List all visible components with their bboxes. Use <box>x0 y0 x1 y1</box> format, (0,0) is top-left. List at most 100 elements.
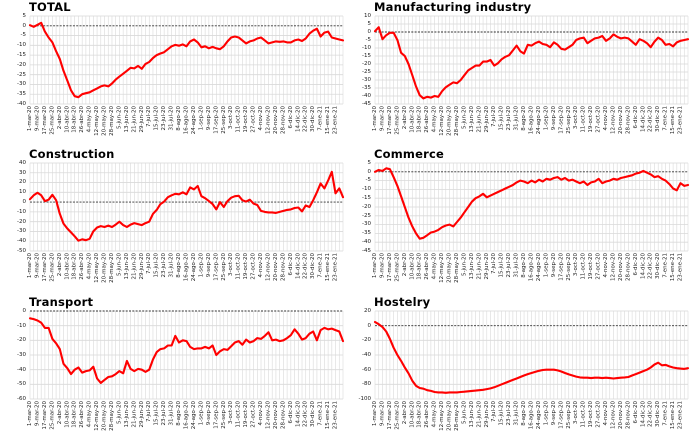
x-tick-label: 30-dic-20 <box>310 253 317 280</box>
x-tick-label: 4-nov-20 <box>258 106 264 131</box>
x-tick-label: 18-abr-20 <box>71 253 78 280</box>
x-tick-label: 26-abr-20 <box>79 253 86 280</box>
x-tick-label: 28-may-20 <box>109 106 115 136</box>
x-tick-label: 18-abr-20 <box>71 106 78 133</box>
x-tick-label: 29-jun-20 <box>483 106 490 133</box>
x-tick-label: 8-ago-20 <box>521 401 527 426</box>
x-tick-label: 21-jun-20 <box>476 253 483 280</box>
x-tick-label: 23-ene-21 <box>332 401 339 430</box>
series-line <box>373 320 690 394</box>
x-tick-label: 2-abr-20 <box>401 253 408 277</box>
x-tick-label: 28-may-20 <box>109 253 115 283</box>
x-tick-label: 12-may-20 <box>94 253 101 283</box>
y-tick-label: -30 <box>362 76 371 83</box>
line-plot <box>373 15 690 105</box>
x-tick-label: 8-ago-20 <box>521 106 527 131</box>
x-tick-label: 31-jul-20 <box>513 106 520 131</box>
x-tick-label: 9-sep-20 <box>205 401 212 426</box>
series-line <box>28 317 345 384</box>
x-tick-label: 17-mar-20 <box>41 401 48 430</box>
x-tick-label: 4-nov-20 <box>258 401 264 426</box>
x-tick-label: 24-ago-20 <box>191 401 197 430</box>
y-tick-label: -10 <box>362 186 371 193</box>
x-tick-label: 1-mar-20 <box>27 253 33 279</box>
x-tick-label: 12-nov-20 <box>610 401 617 429</box>
y-tick-label: -5 <box>365 177 371 184</box>
x-tick-label: 16-ago-20 <box>183 253 190 282</box>
y-tick-label: 40 <box>19 159 26 166</box>
line-plot <box>28 15 345 105</box>
x-tick-label: 4-may-20 <box>431 253 438 280</box>
x-tick-label: 12-nov-20 <box>610 106 617 134</box>
horizontal-gridlines <box>375 310 688 400</box>
x-tick-label: 4-may-20 <box>86 253 93 280</box>
y-tick-label: -35 <box>362 230 371 237</box>
x-tick-label: 9-sep-20 <box>550 401 557 426</box>
vertical-gridlines <box>374 16 689 104</box>
x-tick-label: 2-abr-20 <box>56 106 63 130</box>
y-tick-label: -40 <box>362 239 371 245</box>
x-tick-label: 12-may-20 <box>94 401 101 431</box>
x-tick-label: 2-abr-20 <box>401 401 408 425</box>
y-tick-label: -40 <box>17 238 26 244</box>
x-tick-label: 4-nov-20 <box>603 253 609 278</box>
x-tick-label: 23-ene-21 <box>677 106 684 135</box>
x-tick-label: 12-may-20 <box>439 106 446 136</box>
x-tick-label: 16-ago-20 <box>183 401 190 430</box>
x-tick-label: 1-sep-20 <box>543 253 550 278</box>
y-tick-label: -60 <box>17 395 26 402</box>
x-tick-label: 20-nov-20 <box>617 253 624 281</box>
x-tick-label: 12-nov-20 <box>265 253 272 281</box>
x-tick-label: 16-ago-20 <box>528 106 535 135</box>
line-plot <box>28 162 345 252</box>
chart-panel-hostelry: Hostelry 20 0 -20 -40 -60 -80 -100 1-mar-20 9-m… <box>345 295 690 443</box>
horizontal-gridlines <box>30 325 343 400</box>
x-tick-label: 25-mar-20 <box>394 401 401 430</box>
x-tick-label: 11-oct-20 <box>235 106 242 133</box>
x-tick-label: 1-mar-20 <box>372 253 378 279</box>
y-tick-label: -30 <box>362 221 371 228</box>
x-tick-label: 7-jul-20 <box>146 401 153 423</box>
x-tick-label: 28-nov-20 <box>625 253 632 281</box>
y-tick-label: -20 <box>362 203 371 210</box>
x-tick-label: 10-abr-20 <box>64 106 71 133</box>
y-tick-label: -30 <box>17 351 26 358</box>
x-tick-label: 15-ene-21 <box>325 401 332 430</box>
x-tick-label: 12-may-20 <box>439 253 446 283</box>
x-tick-label: 26-abr-20 <box>424 106 431 133</box>
x-tick-label: 7-jul-20 <box>491 253 498 275</box>
x-tick-label: 15-ene-21 <box>670 106 677 135</box>
x-tick-label: 27-oct-20 <box>250 106 257 133</box>
x-tick-label: 17-mar-20 <box>386 106 393 135</box>
x-tick-label: 1-sep-20 <box>198 106 205 131</box>
y-tick-label: -15 <box>362 195 371 201</box>
x-tick-label: 26-abr-20 <box>424 401 431 428</box>
y-tick-label: -50 <box>17 247 26 254</box>
x-tick-label: 3-oct-20 <box>228 253 235 277</box>
x-tick-label: 2-abr-20 <box>56 253 63 277</box>
x-tick-label: 14-dic-20 <box>295 401 302 428</box>
x-tick-label: 19-oct-20 <box>243 401 250 428</box>
x-tick-label: 1-mar-20 <box>27 106 33 132</box>
x-tick-label: 21-jun-20 <box>476 106 483 133</box>
x-tick-label: 15-jul-20 <box>498 106 505 131</box>
chart-panel-construction: Construction 40 30 20 10 0 -10 -20 -30 -40 -50 1-… <box>0 147 345 295</box>
x-tick-label: 5-jun-20 <box>461 401 468 424</box>
y-tick-label: -20 <box>17 61 26 68</box>
x-tick-label: 25-sep-20 <box>565 106 572 134</box>
x-tick-label: 18-abr-20 <box>71 401 78 428</box>
line-plot <box>28 310 345 400</box>
x-tick-label: 3-oct-20 <box>573 401 580 425</box>
chart-panel-total: TOTAL 5 0 -5 -10 -15 -20 -25 -30 -35 -40 1-mar-20… <box>0 0 345 147</box>
x-tick-label: 24-ago-20 <box>536 106 542 135</box>
y-tick-label: -25 <box>362 212 371 219</box>
x-tick-label: 17-sep-20 <box>558 253 565 281</box>
y-tick-label: 0 <box>22 198 27 205</box>
x-tick-label: 17-mar-20 <box>41 253 48 282</box>
x-tick-label: 7-jul-20 <box>491 401 498 423</box>
x-tick-label: 4-nov-20 <box>603 106 609 131</box>
x-tick-label: 23-jul-20 <box>161 106 168 131</box>
y-tick-label: -30 <box>17 81 26 88</box>
y-tick-label: -15 <box>17 51 26 58</box>
x-tick-label: 23-jul-20 <box>506 106 513 131</box>
